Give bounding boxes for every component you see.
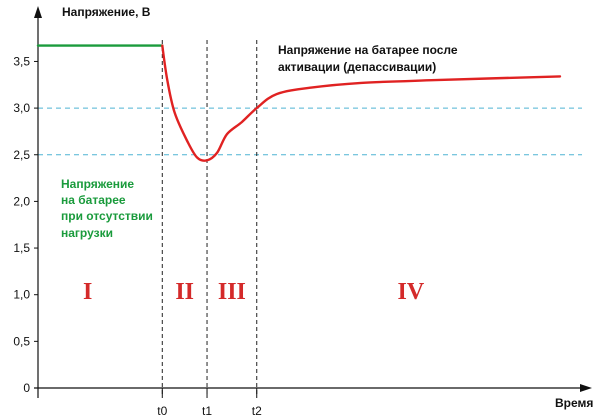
time-markers bbox=[161, 40, 258, 394]
region-labels: I II III IV bbox=[83, 279, 425, 305]
y-tick-label: 1,5 bbox=[13, 241, 30, 255]
y-axis-ticks: 0 0,5 1,0 1,5 2,0 2,5 3,0 3,5 bbox=[13, 54, 38, 395]
activated-annotation-line1: Напряжение на батарее после bbox=[278, 43, 458, 57]
reference-lines bbox=[38, 107, 582, 156]
region-label: I bbox=[83, 279, 92, 305]
y-tick-label: 3,5 bbox=[13, 54, 30, 68]
x-axis-title: Время bbox=[555, 396, 593, 410]
y-tick-label: 1,0 bbox=[13, 288, 30, 302]
activated-annotation-line2: активации (депассивации) bbox=[278, 60, 436, 74]
data-series bbox=[36, 44, 562, 162]
x-axis-arrow bbox=[580, 384, 592, 392]
y-tick-label: 3,0 bbox=[13, 101, 30, 115]
y-tick-label: 2,0 bbox=[13, 194, 30, 208]
axes bbox=[34, 6, 592, 398]
region-label: IV bbox=[398, 279, 425, 305]
no-load-annotation-line2: на батарее bbox=[61, 193, 126, 207]
x-tick-label: t2 bbox=[252, 404, 262, 418]
y-tick-label: 0,5 bbox=[13, 334, 30, 348]
no-load-annotation-line1: Напряжение bbox=[61, 177, 134, 191]
region-label: III bbox=[218, 279, 246, 305]
y-axis-arrow bbox=[34, 6, 42, 18]
no-load-annotation-line4: нагрузки bbox=[61, 226, 113, 240]
series-line-1 bbox=[161, 44, 562, 162]
y-tick-label: 0 bbox=[23, 381, 30, 395]
x-tick-label: t1 bbox=[202, 404, 212, 418]
x-tick-label: t0 bbox=[157, 404, 167, 418]
y-tick-label: 2,5 bbox=[13, 148, 30, 162]
region-label: II bbox=[175, 279, 194, 305]
x-axis-ticks: t0 t1 t2 bbox=[37, 388, 262, 418]
y-axis-title: Напряжение, В bbox=[62, 5, 151, 19]
no-load-annotation-line3: при отсутствии bbox=[61, 209, 153, 223]
